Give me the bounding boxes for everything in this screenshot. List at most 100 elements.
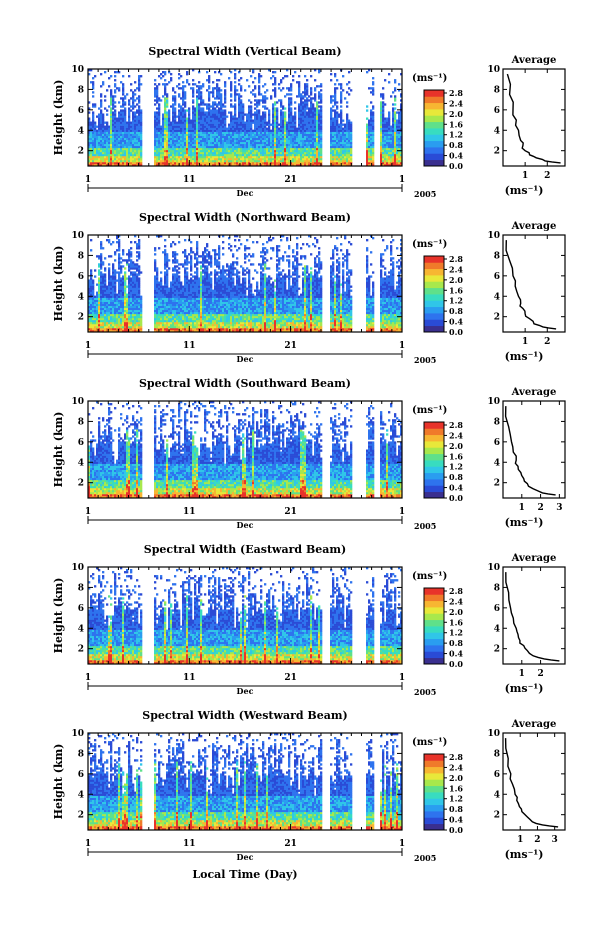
heatmap-cell	[164, 140, 166, 142]
heatmap-cell	[302, 101, 304, 103]
heatmap-cell	[222, 160, 224, 162]
heatmap-cell	[114, 316, 116, 318]
heatmap-cell	[100, 120, 102, 122]
heatmap-cell	[184, 128, 186, 130]
heatmap-cell	[184, 111, 186, 113]
heatmap-cell	[240, 109, 242, 111]
heatmap-cell	[254, 85, 256, 87]
heatmap-cell	[228, 138, 230, 140]
heatmap-cell	[166, 120, 168, 122]
heatmap-cell	[224, 146, 226, 148]
heatmap-cell	[310, 136, 312, 138]
heatmap-cell	[318, 150, 320, 152]
heatmap-cell	[114, 113, 116, 115]
heatmap-cell	[336, 156, 338, 158]
heatmap-cell	[238, 140, 240, 142]
heatmap-cell	[122, 83, 124, 85]
heatmap-cell	[382, 136, 384, 138]
heatmap-cell	[190, 128, 192, 130]
heatmap-cell	[338, 158, 340, 160]
heatmap-cell	[132, 115, 134, 117]
heatmap-cell	[280, 79, 282, 81]
heatmap-cell	[236, 154, 238, 156]
heatmap-cell	[238, 148, 240, 150]
heatmap-cell	[294, 130, 296, 132]
heatmap-cell	[336, 132, 338, 134]
heatmap-cell	[260, 142, 262, 144]
heatmap-cell	[194, 120, 196, 122]
heatmap-cell	[396, 132, 398, 134]
heatmap-cell	[188, 115, 190, 117]
heatmap-cell	[314, 120, 316, 122]
heatmap-cell	[254, 99, 256, 101]
heatmap-cell	[288, 140, 290, 142]
heatmap-cell	[314, 150, 316, 152]
heatmap-cell	[316, 120, 318, 122]
heatmap-cell	[208, 146, 210, 148]
heatmap-cell	[342, 152, 344, 154]
heatmap-cell	[198, 140, 200, 142]
heatmap-cell	[244, 134, 246, 136]
heatmap-cell	[336, 101, 338, 103]
heatmap-cell	[300, 128, 302, 130]
heatmap-cell	[90, 140, 92, 142]
heatmap-cell	[332, 109, 334, 111]
heatmap-cell	[234, 146, 236, 148]
heatmap-cell	[266, 132, 268, 134]
heatmap-cell	[104, 257, 106, 259]
heatmap-cell	[122, 134, 124, 136]
heatmap-cell	[384, 126, 386, 128]
heatmap-cell	[318, 101, 320, 103]
heatmap-cell	[238, 136, 240, 138]
heatmap-cell	[268, 160, 270, 162]
heatmap-cell	[344, 144, 346, 146]
heatmap-cell	[182, 113, 184, 115]
heatmap-cell	[182, 95, 184, 97]
heatmap-cell	[314, 122, 316, 124]
heatmap-cell	[238, 134, 240, 136]
heatmap-cell	[306, 107, 308, 109]
heatmap-cell	[206, 111, 208, 113]
heatmap-cell	[294, 138, 296, 140]
heatmap-cell	[250, 144, 252, 146]
heatmap-cell	[240, 132, 242, 134]
heatmap-cell	[310, 160, 312, 162]
heatmap-cell	[118, 275, 120, 277]
heatmap-cell	[130, 150, 132, 152]
heatmap-cell	[338, 156, 340, 158]
heatmap-cell	[242, 154, 244, 156]
heatmap-cell	[296, 130, 298, 132]
heatmap-cell	[366, 134, 368, 136]
heatmap-cell	[336, 115, 338, 117]
heatmap-cell	[104, 296, 106, 298]
heatmap-cell	[340, 111, 342, 113]
heatmap-cell	[386, 142, 388, 144]
heatmap-cell	[104, 71, 106, 73]
heatmap-cell	[104, 314, 106, 316]
heatmap-cell	[272, 150, 274, 152]
heatmap-cell	[366, 136, 368, 138]
heatmap-cell	[222, 132, 224, 134]
heatmap-cell	[192, 148, 194, 150]
heatmap-cell	[308, 162, 310, 164]
heatmap-cell	[386, 148, 388, 150]
heatmap-cell	[338, 146, 340, 148]
heatmap-cell	[136, 162, 138, 164]
heatmap-cell	[310, 118, 312, 120]
heatmap-cell	[118, 320, 120, 322]
heatmap-cell	[130, 109, 132, 111]
heatmap-cell	[332, 162, 334, 164]
heatmap-cell	[366, 118, 368, 120]
heatmap-cell	[282, 148, 284, 150]
heatmap-cell	[382, 113, 384, 115]
heatmap-cell	[108, 300, 110, 302]
heatmap-cell	[154, 148, 156, 150]
heatmap-cell	[94, 316, 96, 318]
heatmap-cell	[254, 103, 256, 105]
heatmap-cell	[130, 136, 132, 138]
heatmap-cell	[210, 120, 212, 122]
heatmap-cell	[104, 150, 106, 152]
heatmap-cell	[334, 97, 336, 99]
heatmap-cell	[136, 118, 138, 120]
heatmap-cell	[274, 120, 276, 122]
